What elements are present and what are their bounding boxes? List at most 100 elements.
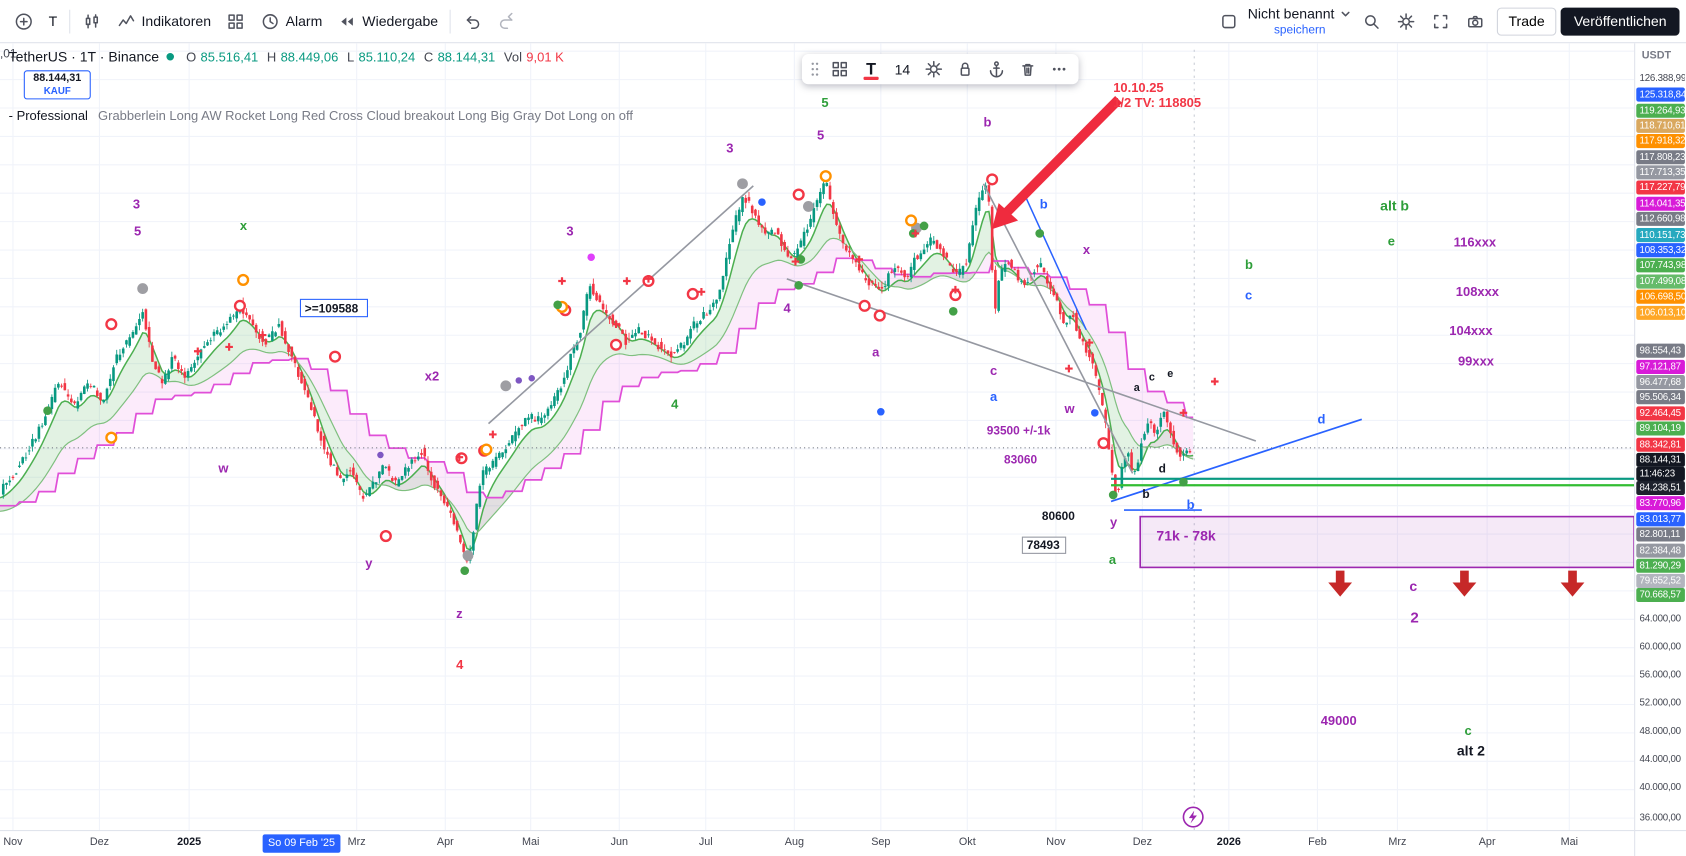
chart-annotation-text[interactable]: c <box>1149 371 1155 383</box>
chart-annotation-text[interactable]: 3 <box>133 197 140 212</box>
down-arrow-marker[interactable] <box>1560 570 1585 597</box>
lock-drawing-button[interactable] <box>950 55 980 83</box>
publish-button[interactable]: Veröffentlichen <box>1560 7 1680 36</box>
chart-annotation-text[interactable]: 4 <box>456 657 464 672</box>
trend-line[interactable] <box>982 183 1134 474</box>
save-status-checkbox[interactable] <box>1211 5 1246 37</box>
template-grid-button[interactable] <box>825 55 855 83</box>
target-zone-box[interactable] <box>1139 515 1635 569</box>
chart-annotation-text[interactable]: e <box>1167 368 1173 380</box>
chart-annotation-text[interactable]: b <box>983 114 991 129</box>
chart-annotation-text[interactable]: 4 <box>784 300 792 315</box>
chart-annotation-text[interactable]: b <box>1040 197 1048 212</box>
chart-annotation-text[interactable]: x <box>240 218 248 233</box>
chart-annotation-text[interactable]: a <box>1109 552 1117 567</box>
indicators-button[interactable]: Indikatoren <box>109 5 219 37</box>
chart-annotation-text[interactable]: 116xxx <box>1454 234 1497 249</box>
save-layout-button[interactable]: speichern <box>1273 23 1326 37</box>
chart-annotation-text[interactable]: 49000 <box>1321 713 1357 728</box>
screenshot-button[interactable] <box>1458 5 1493 37</box>
chart-annotation-text[interactable]: 93500 +/-1k <box>987 423 1051 437</box>
chart-annotation-text[interactable]: c <box>1409 578 1417 594</box>
chart-annotation-text[interactable]: x <box>1083 242 1091 257</box>
text-color-button[interactable]: T <box>856 55 886 83</box>
grid-layer <box>0 43 1635 831</box>
layout-name-button[interactable]: Nicht benannt <box>1248 5 1352 22</box>
chart-annotation-text[interactable]: c <box>990 363 997 378</box>
chart-annotation-text[interactable]: x2 <box>425 368 439 383</box>
red-arrow-drawing[interactable] <box>1001 96 1123 218</box>
font-size-button[interactable]: 14 <box>887 55 917 83</box>
chart-annotation-text[interactable]: 5 <box>821 95 828 110</box>
chart-annotation-text[interactable]: b <box>1245 257 1253 272</box>
delete-drawing-button[interactable] <box>1013 55 1043 83</box>
chart-annotation-text[interactable]: b <box>1142 487 1149 501</box>
chart-annotation-text[interactable]: b <box>1187 497 1195 512</box>
candle-style-button[interactable] <box>75 5 110 37</box>
trade-button[interactable]: Trade <box>1496 7 1557 36</box>
chart-annotation-text[interactable]: alt 2 <box>1457 742 1485 758</box>
replay-button[interactable]: Wiedergabe <box>330 5 446 37</box>
undo-button[interactable] <box>455 5 490 37</box>
drawings-layer[interactable]: >=109588 78493 <box>299 96 1635 828</box>
fullscreen-button[interactable] <box>1423 5 1458 37</box>
chart-annotation-text[interactable]: 2 <box>1410 610 1418 627</box>
chart-annotation-text[interactable]: a <box>990 389 998 404</box>
drag-handle[interactable] <box>806 55 823 83</box>
indicator-legend[interactable]: - Professional Grabberlein Long AW Rocke… <box>9 108 633 123</box>
chart-annotation-text[interactable]: d <box>1317 412 1325 427</box>
high-value: 88.449,06 <box>280 49 339 65</box>
trend-line[interactable] <box>786 278 1257 442</box>
symbol-title[interactable]: TetherUS · 1T · Binance <box>8 48 160 65</box>
chart-annotation-text[interactable]: y <box>365 555 373 570</box>
chart-annotation-text[interactable]: 80600 <box>1042 509 1075 523</box>
redo-button[interactable] <box>490 5 525 37</box>
down-arrow-marker[interactable] <box>1452 570 1477 597</box>
chart-annotation-text[interactable]: a <box>872 345 880 360</box>
more-options-button[interactable] <box>1044 55 1074 83</box>
chart-annotation-text[interactable]: 5 <box>134 224 141 239</box>
alert-button[interactable]: Alarm <box>253 5 330 37</box>
chart-annotation-text[interactable]: 10.10.25 <box>1113 80 1163 95</box>
quick-search-button[interactable] <box>1354 5 1389 37</box>
trend-line[interactable] <box>487 185 754 425</box>
chart-annotation-text[interactable]: alt b <box>1380 198 1409 214</box>
chart-annotation-text[interactable]: 71k - 78k <box>1156 527 1215 543</box>
chart-annotation-text[interactable]: a <box>1134 382 1141 394</box>
buy-button[interactable]: 88.144,31 KAUF <box>23 70 91 100</box>
toolbar-separator <box>69 9 71 33</box>
chart-annotation-text[interactable]: 99xxx <box>1458 353 1495 368</box>
add-symbol-button[interactable] <box>6 5 41 37</box>
anchor-drawing-button[interactable] <box>981 55 1011 83</box>
currency-toggle[interactable]: USDT <box>1641 49 1672 62</box>
drawing-settings-button[interactable] <box>919 55 949 83</box>
chart-annotation-text[interactable]: w <box>1064 401 1076 416</box>
chart-settings-button[interactable] <box>1389 5 1424 37</box>
chart-annotation-text[interactable]: 3 <box>726 140 733 155</box>
chart-annotation-text[interactable]: d <box>1159 461 1166 475</box>
trend-line[interactable] <box>1023 194 1087 330</box>
chart-annotation-text[interactable]: c <box>1464 723 1471 738</box>
layout-grid-button[interactable] <box>219 5 254 37</box>
price-callout-box[interactable] <box>1021 536 1067 554</box>
chart-annotation-text[interactable]: 104xxx <box>1449 323 1493 338</box>
trend-line[interactable] <box>1110 418 1363 503</box>
chart-annotation-text[interactable]: 83060 <box>1004 453 1037 467</box>
price-axis[interactable]: USDT 126.388,99 125.318,84 119.264,93 118.7… <box>1634 43 1686 831</box>
chart-annotation-text[interactable]: 108xxx <box>1456 284 1500 299</box>
chart-annotation-text[interactable]: e <box>1388 233 1395 248</box>
price-callout-box[interactable] <box>299 298 369 318</box>
chart-annotation-text[interactable]: c <box>1245 287 1252 302</box>
chart-annotation-text[interactable]: 1/2 TV: 118805 <box>1113 95 1201 110</box>
chart-annotation-text[interactable]: z <box>456 606 463 621</box>
chart-annotation-text[interactable]: y <box>1110 514 1118 529</box>
chart-annotation-text[interactable]: 5 <box>817 127 824 142</box>
candlestick-icon <box>85 13 98 28</box>
chart-annotation-text[interactable]: w <box>217 460 229 475</box>
chart-annotation-text[interactable]: 3 <box>566 224 573 239</box>
chart-annotation-text[interactable]: 4 <box>671 397 679 412</box>
symbol-search-button[interactable]: T <box>41 5 65 37</box>
time-axis[interactable]: Nov Dez 2025 Mrz Apr Mai Jun Jul Aug Sep Okt Nov Dez… <box>0 830 1635 856</box>
down-arrow-marker[interactable] <box>1328 570 1353 597</box>
